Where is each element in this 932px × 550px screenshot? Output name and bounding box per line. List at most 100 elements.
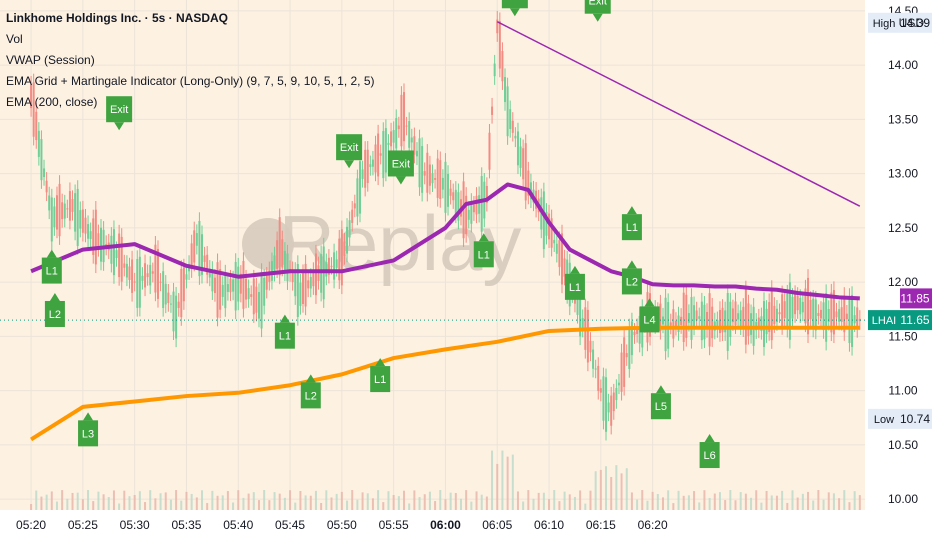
volume-bar [201, 490, 204, 510]
volume-bar [682, 495, 685, 510]
indicator-ema-200[interactable]: EMA (200, close) [6, 95, 98, 109]
currency-label[interactable]: USD [898, 16, 924, 30]
candle-body [757, 317, 760, 330]
candle-body [470, 201, 473, 224]
y-tick-label: 13.50 [888, 112, 918, 126]
entry-signal-l2[interactable]: L2 [621, 260, 642, 295]
candle-body [123, 263, 126, 268]
candle-body [182, 267, 185, 302]
volume-bar [444, 499, 447, 510]
candle-body [68, 191, 71, 221]
candle-body [273, 255, 276, 273]
entry-signal-l1[interactable]: L1 [274, 314, 295, 349]
candle-body [548, 213, 551, 240]
signal-label: L6 [703, 450, 715, 462]
signal-label: Exit [506, 0, 524, 2]
entry-signal-l1[interactable]: L1 [564, 265, 585, 300]
candle-body [814, 299, 817, 331]
entry-signal-l4[interactable]: L4 [639, 298, 660, 333]
volume-bar [257, 500, 260, 510]
exit-signal[interactable]: Exit [584, 0, 611, 22]
candle-body [263, 277, 266, 306]
candle-body [175, 295, 178, 339]
candle-body [457, 192, 460, 221]
candle-body [43, 168, 46, 178]
candle-body [48, 195, 51, 211]
candle-body [364, 149, 367, 188]
entry-signal-l2[interactable]: L2 [300, 374, 321, 409]
candle-body [576, 299, 579, 315]
vwap-line [30, 182, 860, 301]
indicator-ema-grid[interactable]: EMA Grid + Martingale Indicator (Long-On… [6, 74, 375, 88]
volume-bar [703, 490, 706, 510]
volume-bar [30, 504, 33, 510]
volume-bar [102, 494, 105, 510]
candle-body [729, 301, 732, 337]
signal-body [621, 268, 642, 295]
volume-bar [485, 496, 488, 510]
candle-body [594, 368, 597, 370]
candle-body [480, 175, 483, 232]
volume-bar [812, 500, 815, 510]
volume-bar [573, 496, 576, 510]
volume-bar [724, 500, 727, 510]
volume-bar [81, 499, 84, 510]
entry-signal-l5[interactable]: L5 [650, 385, 671, 420]
volume-bar [71, 492, 74, 510]
entry-signal-l2[interactable]: L2 [44, 292, 65, 327]
volume-bar [403, 490, 406, 510]
candle-body [296, 264, 299, 317]
exit-signal[interactable]: Exit [336, 134, 363, 169]
signal-body [564, 273, 585, 300]
exit-signal[interactable]: Exit [501, 0, 528, 17]
candle-body [408, 121, 411, 148]
candle-body [812, 298, 815, 329]
x-tick-label: 05:55 [379, 518, 409, 532]
indicator-volume[interactable]: Vol [6, 32, 23, 46]
candle-body [195, 233, 198, 246]
candle-body [294, 270, 297, 297]
candle-body [428, 164, 431, 186]
entry-signal-l3[interactable]: L3 [78, 412, 99, 447]
candle-body [602, 376, 605, 421]
trendline [496, 21, 861, 207]
candle-body [586, 309, 589, 363]
y-tick-label: 11.50 [888, 329, 917, 343]
entry-signal-l1[interactable]: L1 [41, 249, 62, 284]
candle-body [426, 152, 429, 193]
candle-body [599, 388, 602, 393]
candle-body [30, 84, 33, 109]
candle-body [579, 297, 582, 337]
candle-body [449, 188, 452, 196]
entry-signal-l1[interactable]: L1 [473, 233, 494, 268]
candle-body [636, 327, 639, 334]
volume-bar [356, 499, 359, 510]
entry-signal-l1[interactable]: L1 [621, 206, 642, 241]
entry-signal-l1[interactable]: L1 [370, 358, 391, 393]
volume-bar [750, 497, 753, 510]
candle-body [405, 125, 408, 127]
volume-bar [112, 490, 115, 510]
indicator-vwap[interactable]: VWAP (Session) [6, 53, 95, 67]
candle-body [628, 327, 631, 370]
signal-label: L1 [279, 331, 291, 343]
candle-body [92, 218, 95, 255]
candle-body [447, 173, 450, 207]
exit-signal[interactable]: Exit [387, 150, 414, 185]
candle-body [418, 138, 421, 188]
exit-signal[interactable]: Exit [106, 96, 133, 131]
candle-body [270, 261, 273, 281]
candle-body [112, 229, 115, 276]
signal-label: Exit [340, 142, 358, 154]
volume-bar [615, 465, 618, 510]
volume-bar [237, 490, 240, 510]
candle-body [804, 288, 807, 324]
volume-bar [118, 503, 121, 510]
candle-body [312, 270, 315, 287]
entry-signal-l6[interactable]: L6 [699, 434, 720, 469]
signal-arrow [644, 298, 655, 307]
volume-bar [630, 492, 633, 510]
symbol-title[interactable]: Linkhome Holdings Inc. · 5s · NASDAQ [6, 11, 229, 25]
volume-bar [480, 494, 483, 510]
